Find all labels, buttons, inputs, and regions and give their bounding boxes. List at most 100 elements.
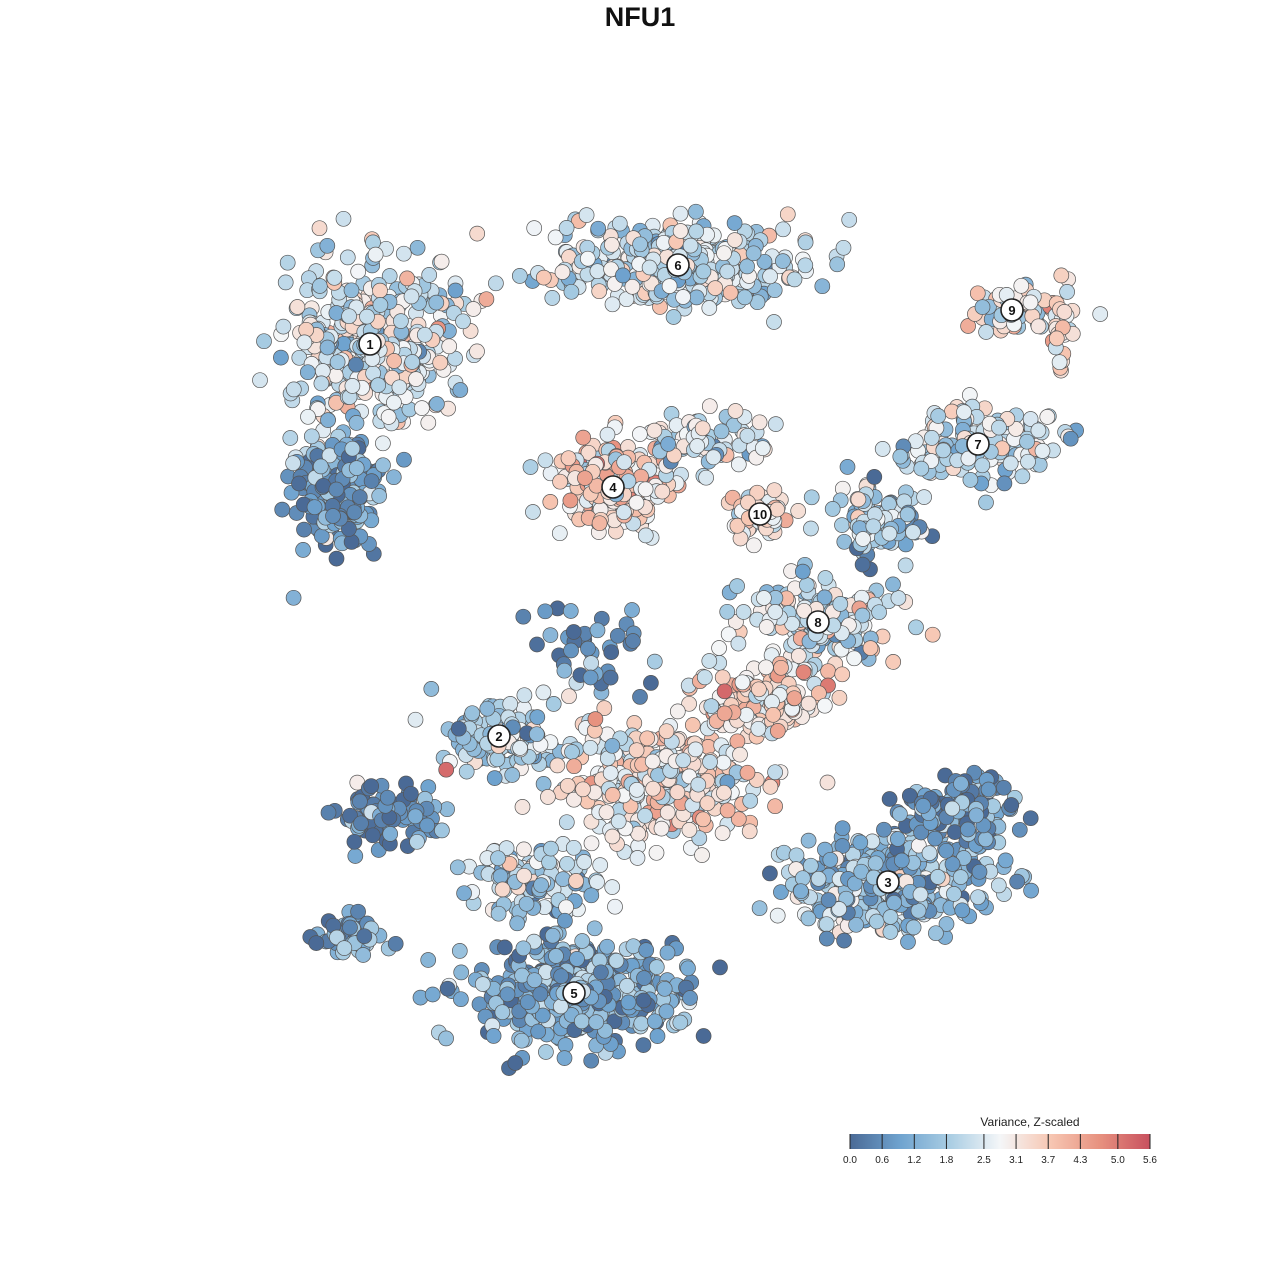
data-point [822,851,839,868]
data-point [560,450,577,467]
data-point [312,278,328,294]
data-point [604,737,621,754]
data-point [726,215,743,231]
data-point [573,1013,590,1030]
data-point [767,604,784,620]
data-point [407,711,424,728]
data-point [980,781,997,798]
cluster-label-4: 4 [601,475,625,499]
data-point [739,258,755,275]
legend-tick-label: 5.0 [1111,1155,1125,1166]
cluster-label-text: 4 [609,480,617,495]
data-point [632,689,648,705]
cluster-label-2: 2 [487,724,511,748]
data-point [577,470,593,486]
data-point [990,877,1007,894]
data-point [502,696,519,712]
data-point [602,669,619,686]
data-point [548,948,564,964]
data-point [889,831,906,847]
data-point [335,210,352,227]
data-point [927,830,943,847]
data-point [930,408,947,424]
data-point [816,589,833,606]
data-point [669,784,686,801]
data-point [978,324,994,340]
data-point [516,841,532,858]
data-point [767,416,784,432]
data-point [793,883,809,900]
data-point [720,626,737,643]
data-point [814,278,831,295]
data-point [308,935,325,951]
data-point [492,868,509,885]
data-point [611,215,628,232]
data-point [529,636,545,653]
data-point [862,640,879,656]
data-point [593,964,609,981]
data-point [355,947,372,963]
data-point [414,400,430,416]
data-point [997,852,1014,869]
data-point [852,834,869,851]
data-point [824,501,841,517]
data-point [359,308,375,325]
color-legend: Variance, Z-scaled 0.0 0.6 1.2 1.8 2.5 3.1 3.7… [843,1115,1157,1166]
data-point [866,469,883,485]
data-point [1008,421,1024,437]
data-point [698,469,714,486]
data-point [607,898,623,915]
data-point [424,986,441,1003]
data-point [868,913,885,930]
data-point [592,857,609,873]
data-point [396,451,412,468]
data-point [694,847,710,863]
data-point [899,506,916,523]
data-point [820,663,836,680]
data-point [635,1037,652,1053]
data-point [256,333,272,350]
data-point [312,458,329,475]
data-point [675,289,691,305]
data-point [817,570,834,586]
data-point [1022,411,1039,427]
data-point [408,371,424,387]
data-point [819,774,836,791]
cluster-label-3: 3 [876,870,900,894]
data-point [275,318,292,335]
data-point [769,723,786,739]
data-point [839,459,856,475]
data-point [348,460,365,476]
data-point [386,394,402,411]
data-point [716,245,732,262]
data-point [528,726,545,743]
data-point [751,900,768,917]
data-point [561,688,577,705]
data-point [727,403,744,419]
data-point [356,928,373,945]
data-point [591,515,608,532]
data-point [656,980,673,997]
data-point [756,253,773,270]
data-point [348,415,365,431]
data-point [428,294,445,311]
data-point [892,806,908,822]
data-point [991,419,1007,436]
data-point [665,309,682,325]
data-point [741,823,758,840]
data-point [465,301,482,317]
data-point [644,753,661,770]
cluster-label-text: 9 [1008,303,1015,318]
data-point [702,754,718,770]
data-point [575,781,591,798]
data-point [775,221,791,238]
data-point [749,484,766,501]
data-point [1051,354,1068,371]
cluster-label-text: 7 [974,437,981,452]
data-point [375,457,391,474]
data-point [729,733,746,750]
data-point [846,650,863,667]
data-point [701,300,718,316]
data-point [960,450,977,467]
data-point [566,758,582,775]
